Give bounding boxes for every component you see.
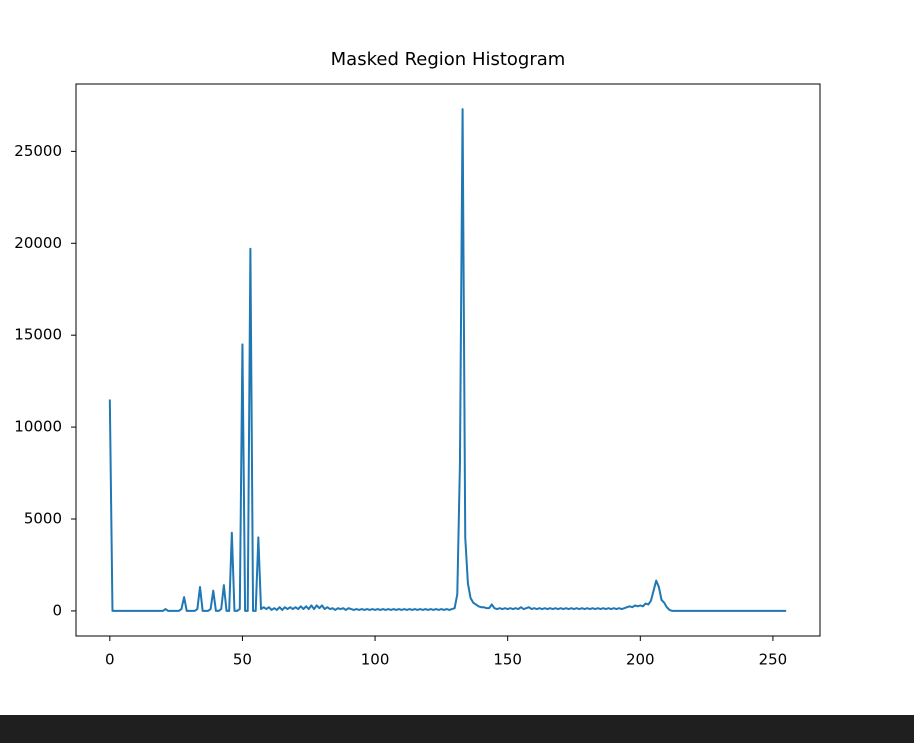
x-tick-label: 0: [105, 651, 115, 669]
plot-frame: [75, 83, 821, 637]
x-tick-label: 250: [759, 651, 788, 669]
x-tick-label: 200: [626, 651, 655, 669]
y-tick-label: 15000: [14, 326, 62, 344]
y-tick-label: 20000: [14, 234, 62, 252]
y-tick-label: 0: [52, 601, 62, 619]
x-tick-label: 100: [361, 651, 390, 669]
y-tick-label: 25000: [14, 142, 62, 160]
bottom-bar: [0, 715, 914, 743]
y-tick-label: 10000: [14, 418, 62, 436]
chart-title: Masked Region Histogram: [331, 49, 566, 70]
x-tick-label: 150: [493, 651, 522, 669]
data-line: [108, 108, 787, 612]
y-tick-label: 5000: [24, 510, 62, 528]
x-tick-label: 50: [233, 651, 252, 669]
